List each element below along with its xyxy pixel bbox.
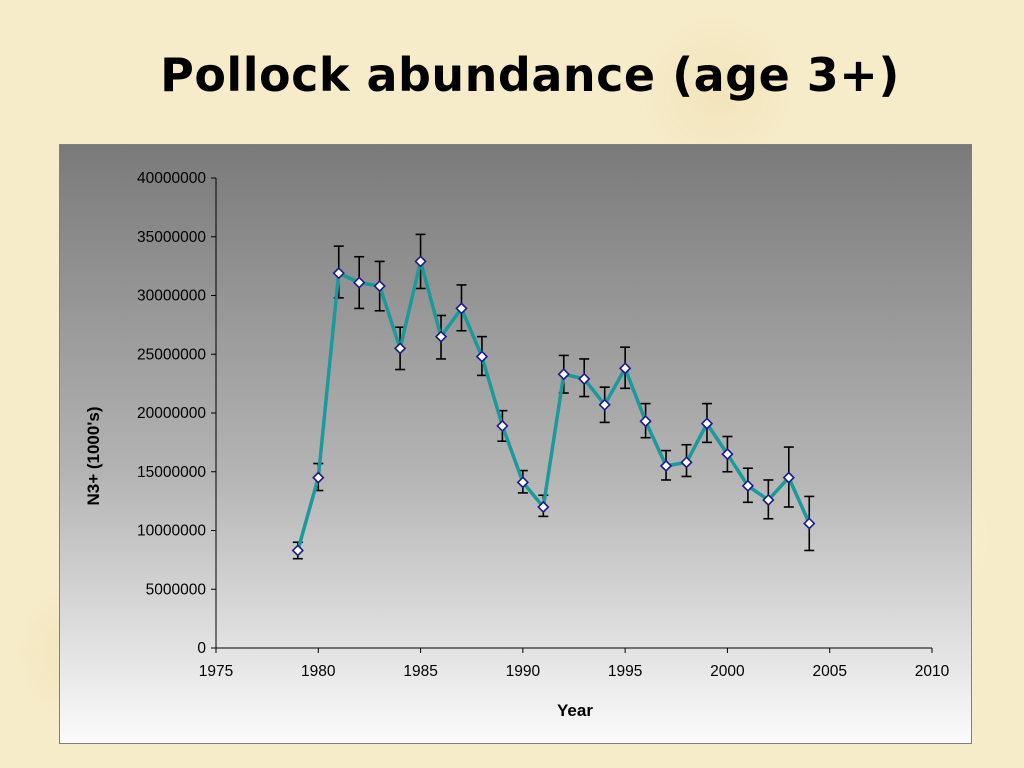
data-point bbox=[741, 479, 755, 492]
data-point bbox=[721, 447, 734, 461]
data-point bbox=[312, 471, 325, 484]
data-point bbox=[475, 350, 489, 363]
y-tick-label: 35000000 bbox=[137, 229, 206, 246]
y-tick-label: 0 bbox=[197, 640, 206, 657]
data-point bbox=[680, 456, 693, 469]
data-point bbox=[291, 544, 304, 557]
data-markers bbox=[291, 255, 816, 557]
series-line bbox=[296, 259, 811, 551]
data-point bbox=[434, 330, 448, 343]
slide-title: Pollock abundance (age 3+) bbox=[160, 48, 900, 102]
data-point bbox=[455, 302, 468, 315]
abundance-chart: 0 5000000 10000000 15000000 20000000 25000000… bbox=[59, 144, 972, 744]
y-tick-label: 25000000 bbox=[137, 346, 206, 363]
data-point bbox=[414, 255, 427, 268]
data-point bbox=[639, 415, 652, 428]
x-tick-label: 1980 bbox=[301, 663, 336, 680]
x-tick-label: 1985 bbox=[403, 663, 437, 680]
x-tick-label: 2005 bbox=[812, 663, 846, 680]
x-tick-label: 2010 bbox=[915, 663, 950, 680]
y-tick-label: 40000000 bbox=[137, 170, 206, 187]
data-point bbox=[619, 362, 632, 375]
axes: 0 5000000 10000000 15000000 20000000 25000000… bbox=[137, 170, 950, 680]
data-point bbox=[659, 459, 673, 473]
x-tick-label: 1995 bbox=[608, 663, 642, 680]
x-axis-title: Year bbox=[557, 701, 593, 720]
x-tick-label: 1990 bbox=[506, 663, 541, 680]
series-polyline bbox=[296, 259, 811, 551]
chart-area-background bbox=[59, 144, 972, 744]
data-point bbox=[496, 419, 509, 433]
y-tick-label: 10000000 bbox=[137, 523, 206, 540]
data-point bbox=[578, 372, 591, 386]
y-axis-title: N3+ (1000's) bbox=[84, 406, 103, 505]
y-tick-label: 5000000 bbox=[146, 581, 207, 598]
x-tick-label: 1975 bbox=[199, 663, 233, 680]
y-tick-label: 15000000 bbox=[137, 464, 206, 481]
data-point bbox=[393, 342, 407, 355]
x-tick-label: 2000 bbox=[710, 663, 745, 680]
data-point bbox=[782, 471, 795, 484]
data-point bbox=[762, 493, 775, 507]
y-tick-label: 20000000 bbox=[137, 405, 206, 422]
data-point bbox=[700, 417, 714, 430]
data-point bbox=[373, 279, 386, 293]
data-point bbox=[598, 398, 611, 411]
data-point bbox=[803, 517, 816, 530]
data-point bbox=[353, 276, 366, 289]
data-point bbox=[516, 476, 529, 489]
chart-container: 0 5000000 10000000 15000000 20000000 25000000… bbox=[59, 144, 972, 744]
y-tick-label: 30000000 bbox=[137, 288, 206, 305]
data-point bbox=[557, 368, 570, 381]
error-bars bbox=[292, 233, 815, 560]
data-point bbox=[537, 500, 550, 514]
data-point bbox=[332, 267, 345, 280]
